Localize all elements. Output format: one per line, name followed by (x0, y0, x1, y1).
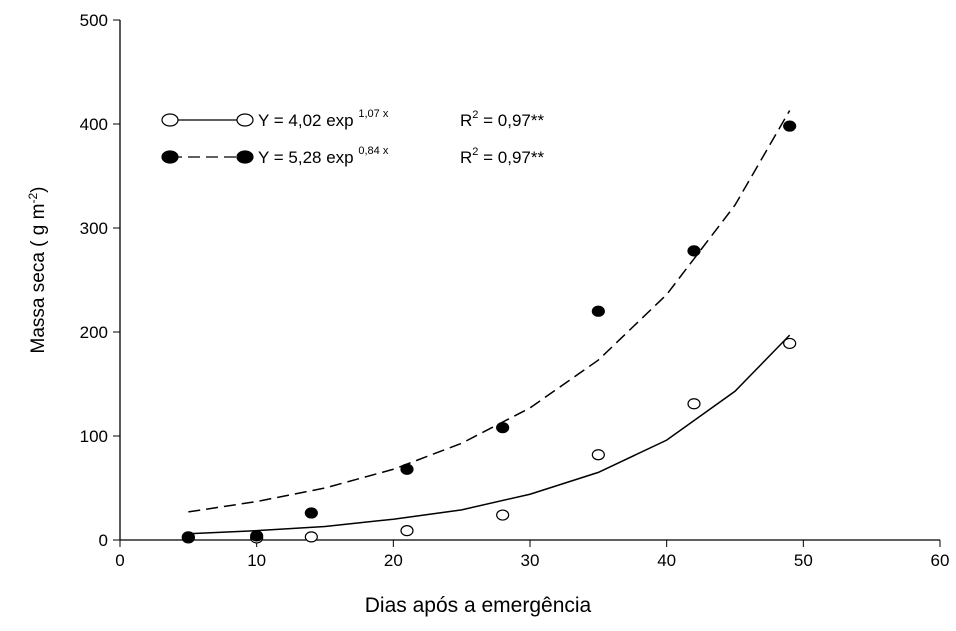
legend-exponent: 1,07 x (358, 108, 388, 120)
fit-curve (188, 334, 791, 535)
data-point (783, 337, 797, 350)
legend-entry: Y = 5,28 exp 0,84 x R2 = 0,97** (258, 145, 544, 167)
data-point (687, 398, 701, 410)
data-point (591, 305, 605, 317)
y-tick-label: 300 (80, 219, 108, 238)
y-tick-label: 400 (80, 115, 108, 134)
legend-r-value: = 0,97** (478, 148, 544, 167)
data-point (591, 449, 605, 461)
legend-equation: Y = 5,28 exp (258, 148, 358, 167)
legend-marker (236, 150, 254, 164)
y-axis-label: Massa seca ( g m-2) (26, 187, 49, 354)
y-label-text: Massa seca ( g m (28, 204, 49, 354)
legend-r-exponent: 2 (472, 146, 478, 158)
x-axis-label: Dias após a emergência (365, 594, 592, 617)
x-tick-label: 20 (384, 551, 403, 570)
legend-entry: Y = 4,02 exp 1,07 x R2 = 0,97** (258, 108, 544, 130)
data-point (687, 245, 701, 257)
data-point (181, 531, 195, 543)
fit-curve (188, 110, 791, 513)
x-tick-label: 10 (247, 551, 266, 570)
legend-equation: Y = 4,02 exp (258, 111, 358, 130)
y-label-close: ) (28, 187, 49, 193)
legend-marker (161, 150, 179, 164)
legend-r: R (460, 148, 472, 167)
data-point (400, 525, 414, 537)
data-point (250, 530, 264, 542)
legend-marker (236, 113, 254, 127)
data-point (400, 463, 414, 475)
y-tick-label: 500 (80, 11, 108, 30)
legend-r: R (460, 111, 472, 130)
y-tick-label: 100 (80, 427, 108, 446)
data-point (496, 509, 510, 521)
data-point (496, 422, 510, 434)
x-tick-label: 40 (657, 551, 676, 570)
x-tick-label: 60 (931, 551, 950, 570)
legend-r-value: = 0,97** (478, 111, 544, 130)
y-label-superscript: -2 (26, 193, 40, 204)
y-tick-label: 200 (80, 323, 108, 342)
legend-marker (161, 113, 179, 127)
data-point (304, 531, 318, 543)
legend-exponent: 0,84 x (358, 145, 388, 157)
data-point (304, 507, 318, 519)
legend-r-exponent: 2 (472, 109, 478, 121)
x-tick-label: 0 (115, 551, 124, 570)
x-tick-label: 30 (521, 551, 540, 570)
y-tick-label: 0 (99, 531, 108, 550)
data-point (783, 120, 797, 132)
x-tick-label: 50 (794, 551, 813, 570)
